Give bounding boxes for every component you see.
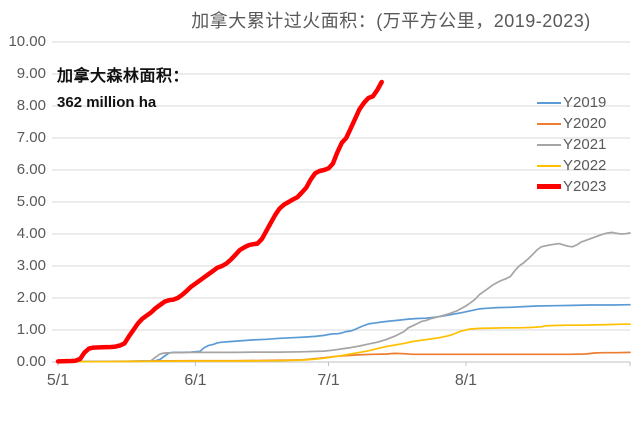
legend-label: Y2020 <box>563 115 607 132</box>
y-axis-tick-label: 7.00 <box>16 129 46 146</box>
series-line-Y2019 <box>57 303 631 363</box>
legend-line-swatch-Y2022 <box>537 164 561 167</box>
legend-label: Y2021 <box>563 136 607 153</box>
legend-label: Y2023 <box>563 178 607 195</box>
y-axis-tick-label: 0.00 <box>16 353 46 370</box>
y-axis-tick-label: 3.00 <box>16 257 46 274</box>
annotation: 加拿大森林面积： 362 million ha <box>57 62 189 111</box>
annotation-forest-area-value: 362 million ha <box>57 94 157 111</box>
x-axis-tick-label: 7/1 <box>317 372 340 389</box>
legend-line-swatch-Y2020 <box>537 122 561 125</box>
series-line-Y2021 <box>57 231 631 363</box>
legend-item-Y2023: Y2023 <box>537 176 606 197</box>
y-axis-tick-label: 8.00 <box>16 97 46 114</box>
legend-item-Y2020: Y2020 <box>537 113 606 134</box>
y-axis-tick-label: 5.00 <box>16 193 46 210</box>
series-line-Y2023 <box>55 79 384 364</box>
legend-label: Y2022 <box>563 157 607 174</box>
y-axis-tick-label: 6.00 <box>16 161 46 178</box>
x-axis-tick-label: 6/1 <box>184 372 207 389</box>
legend-item-Y2021: Y2021 <box>537 134 606 155</box>
x-axis-tick-label: 8/1 <box>454 372 478 389</box>
y-axis-tick-label: 2.00 <box>16 289 46 306</box>
legend: Y2019 Y2020 Y2021 Y2022 Y2023 <box>537 92 606 197</box>
chart-title: 加拿大累计过火面积：(万平方公里，2019-2023) <box>191 11 591 31</box>
series-line-Y2022 <box>57 323 631 363</box>
x-axis-tick-label: 5/1 <box>46 372 70 389</box>
y-axis-tick-label: 9.00 <box>16 65 46 82</box>
legend-line-swatch-Y2021 <box>537 143 561 146</box>
legend-item-Y2022: Y2022 <box>537 155 606 176</box>
y-axis-tick-label: 4.00 <box>16 225 46 242</box>
y-axis-tick-label: 10.00 <box>8 33 46 50</box>
y-axis-tick-label: 1.00 <box>16 321 46 338</box>
annotation-forest-area-label: 加拿大森林面积： <box>57 68 190 85</box>
legend-label: Y2019 <box>563 94 607 111</box>
legend-item-Y2019: Y2019 <box>537 92 606 113</box>
series-line-Y2020 <box>57 351 631 363</box>
legend-line-swatch-Y2023 <box>537 184 561 189</box>
legend-line-swatch-Y2019 <box>537 101 561 104</box>
